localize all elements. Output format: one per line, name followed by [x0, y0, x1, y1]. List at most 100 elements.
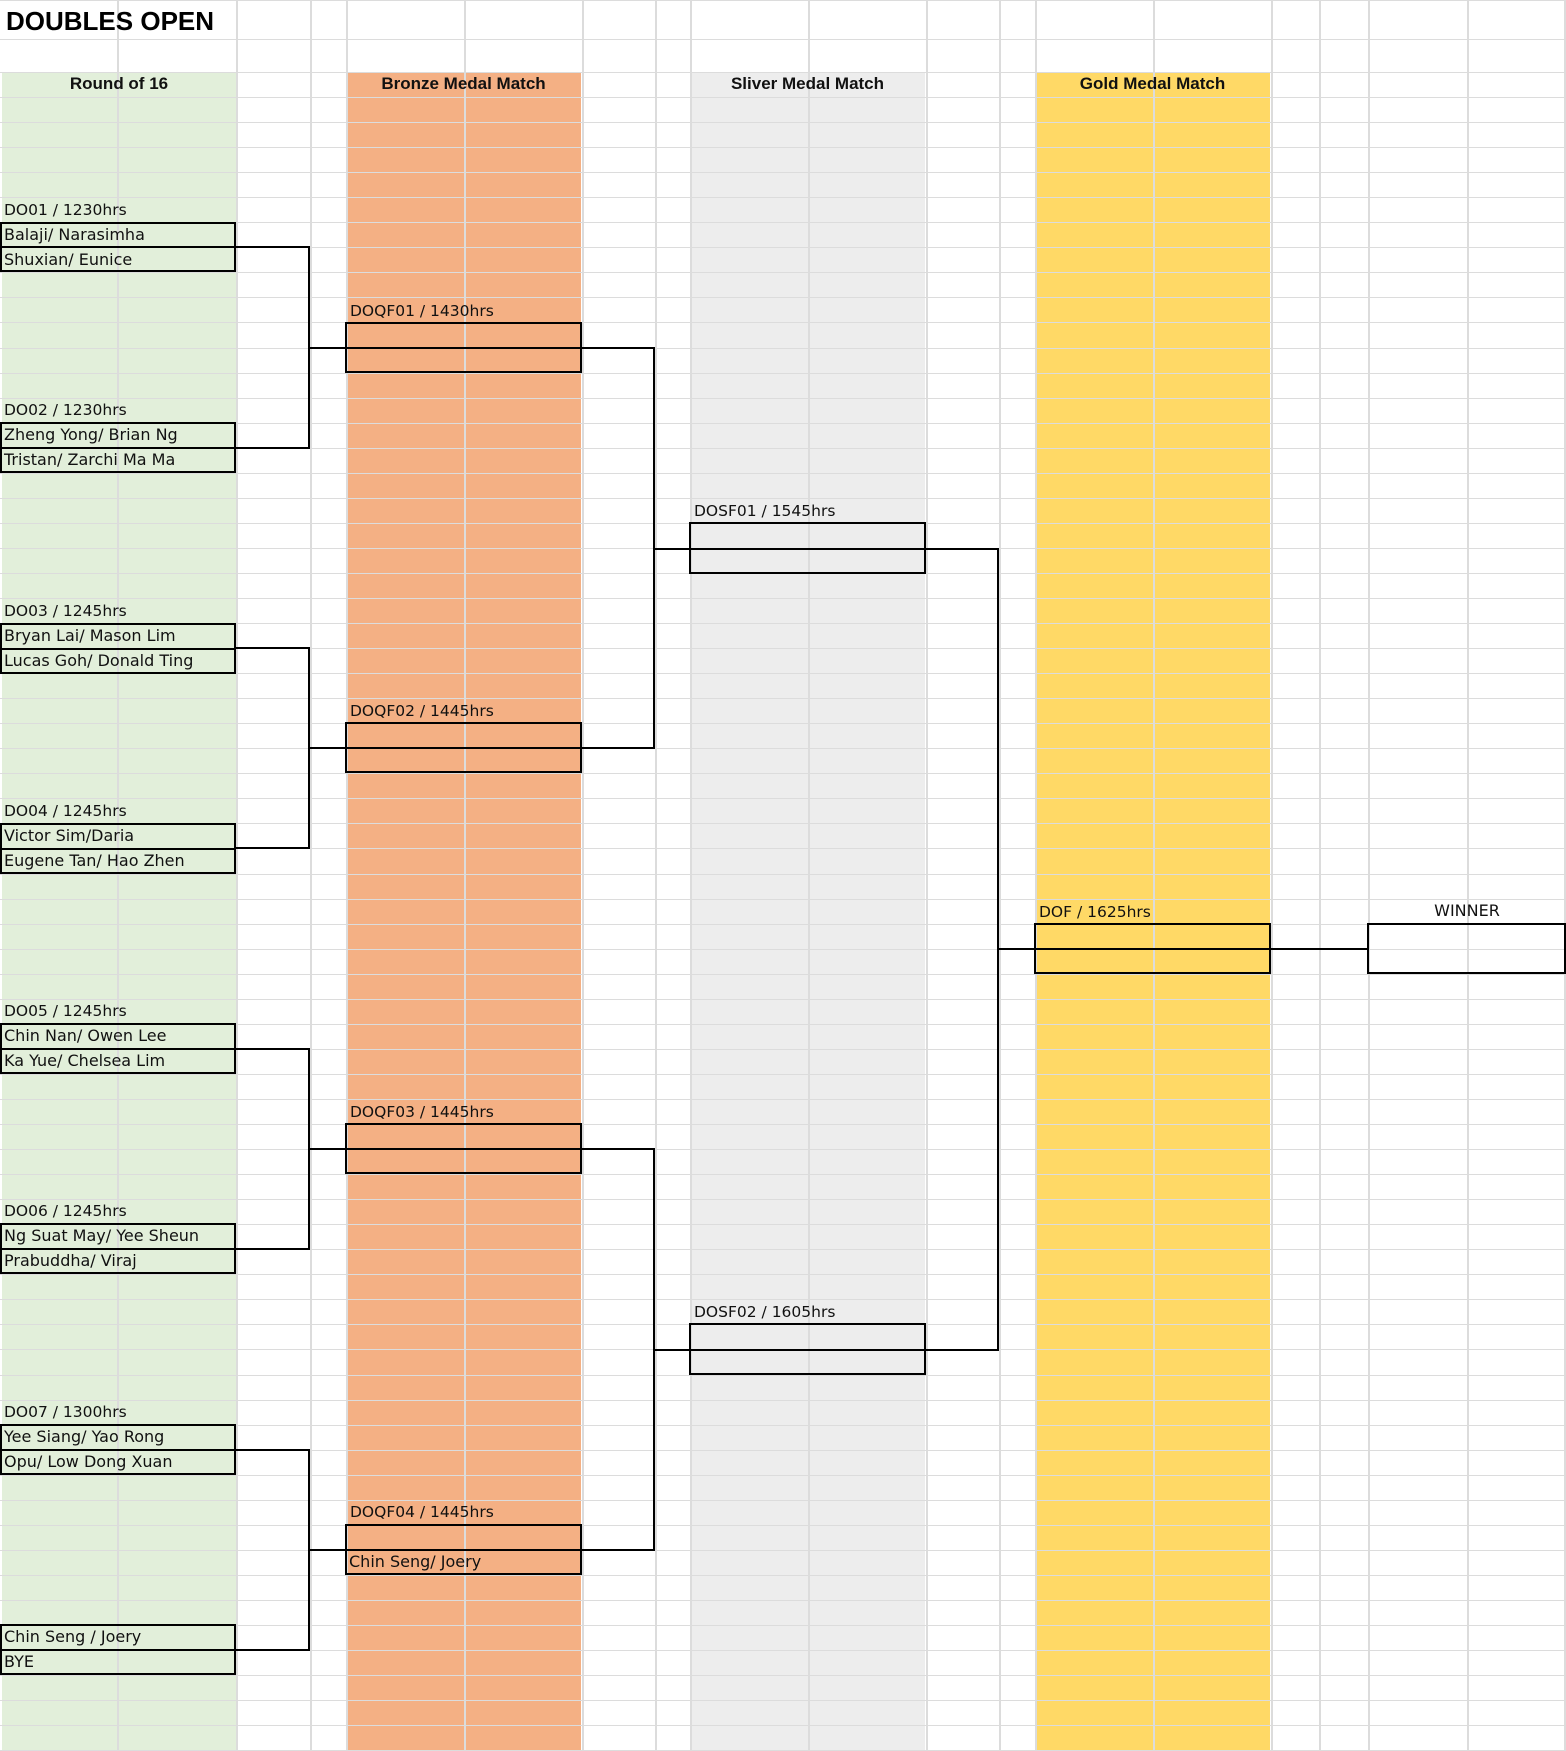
team-name[interactable]: Prabuddha/ Viraj: [4, 1251, 137, 1270]
grid-row-line: [0, 673, 1566, 674]
grid-row-line: [0, 1249, 1566, 1250]
grid-row-line: [0, 1375, 1566, 1376]
winner-cell[interactable]: [1367, 923, 1566, 974]
grid-row-line: [0, 373, 1566, 374]
box-divider: [345, 1549, 582, 1551]
grid-row-line: [0, 147, 1566, 148]
box-divider: [689, 548, 926, 550]
team-name[interactable]: Chin Seng/ Joery: [349, 1552, 482, 1571]
grid-row-line: [0, 197, 1566, 198]
box-divider: [345, 1148, 582, 1150]
grid-row-line: [0, 974, 1566, 975]
grid-column-line: [999, 0, 1001, 1751]
bracket-connector: [582, 1549, 655, 1551]
grid-row-line: [0, 1400, 1566, 1401]
team-name[interactable]: Opu/ Low Dong Xuan: [4, 1452, 173, 1471]
grid-row-line: [0, 1600, 1566, 1601]
team-name[interactable]: Balaji/ Narasimha: [4, 225, 145, 244]
bracket-connector: [236, 246, 310, 248]
grid-row-line: [0, 1425, 1566, 1426]
match-label: DOSF01 / 1545hrs: [694, 502, 836, 520]
grid-row-line: [0, 949, 1566, 950]
team-name[interactable]: Ka Yue/ Chelsea Lim: [4, 1051, 166, 1070]
match-label: DOSF02 / 1605hrs: [694, 1303, 836, 1321]
grid-row-line: [0, 924, 1566, 925]
bracket-connector: [308, 1549, 346, 1551]
gold-header: Gold Medal Match: [1079, 74, 1226, 93]
grid-column-line: [310, 0, 312, 1751]
team-name[interactable]: Chin Nan/ Owen Lee: [4, 1026, 167, 1045]
bracket-connector: [926, 1349, 999, 1351]
grid-row-line: [0, 297, 1566, 298]
grid-row-line: [0, 1124, 1566, 1125]
box-divider: [0, 648, 236, 650]
grid-row-line: [0, 423, 1566, 424]
grid-column-line: [1319, 0, 1321, 1751]
grid-row-line: [0, 823, 1566, 824]
team-name[interactable]: Victor Sim/Daria: [4, 826, 135, 845]
silver-band: [690, 72, 925, 1751]
bracket-connector: [653, 1349, 690, 1351]
gold-band: [1035, 72, 1270, 1751]
box-divider: [0, 246, 236, 248]
silver-header: Sliver Medal Match: [730, 74, 885, 93]
grid-row-line: [0, 1675, 1566, 1676]
match-label: DO06 / 1245hrs: [4, 1202, 127, 1220]
winner-label: WINNER: [1434, 901, 1500, 920]
team-name[interactable]: Eugene Tan/ Hao Zhen: [4, 851, 185, 870]
grid-column-line: [1035, 0, 1037, 1751]
grid-row-line: [0, 272, 1566, 273]
grid-column-line: [926, 0, 928, 1751]
bronze-band: [346, 72, 581, 1751]
bracket-connector: [582, 347, 655, 349]
team-name[interactable]: Shuxian/ Eunice: [4, 250, 133, 269]
grid-row-line: [0, 723, 1566, 724]
match-label: DO03 / 1245hrs: [4, 602, 127, 620]
match-label: DOQF01 / 1430hrs: [350, 302, 494, 320]
bracket-connector: [653, 548, 690, 550]
grid-row-line: [0, 773, 1566, 774]
grid-column-line: [1153, 0, 1155, 1751]
grid-row-line: [0, 1500, 1566, 1501]
bracket-connector: [582, 1148, 655, 1150]
bracket-connector: [582, 747, 655, 749]
grid-row-line: [0, 899, 1566, 900]
match-label: DOF / 1625hrs: [1039, 903, 1151, 921]
grid-column-line: [1368, 0, 1370, 1751]
grid-row-line: [0, 473, 1566, 474]
team-name[interactable]: Bryan Lai/ Mason Lim: [4, 626, 176, 645]
team-name[interactable]: Yee Siang/ Yao Rong: [4, 1427, 165, 1446]
grid-column-line: [464, 0, 466, 1751]
bracket-connector: [236, 1048, 310, 1050]
grid-row-line: [0, 222, 1566, 223]
box-divider: [689, 1349, 926, 1351]
match-label: DOQF04 / 1445hrs: [350, 1503, 494, 1521]
bracket-connector: [236, 1649, 310, 1651]
team-name[interactable]: Lucas Goh/ Donald Ting: [4, 651, 194, 670]
grid-column-line: [582, 0, 584, 1751]
bronze-header: Bronze Medal Match: [381, 74, 546, 93]
box-divider: [0, 1649, 236, 1651]
grid-row-line: [0, 1049, 1566, 1050]
team-name[interactable]: Tristan/ Zarchi Ma Ma: [4, 450, 176, 469]
grid-row-line: [0, 322, 1566, 323]
grid-row-line: [0, 874, 1566, 875]
grid-row-line: [0, 172, 1566, 173]
bracket-connector: [1271, 948, 1368, 950]
box-divider: [345, 747, 582, 749]
box-divider: [0, 1248, 236, 1250]
box-divider: [0, 1449, 236, 1451]
grid-row-line: [0, 1700, 1566, 1701]
bracket-connector: [236, 1248, 310, 1250]
grid-row-line: [0, 1274, 1566, 1275]
grid-row-line: [0, 1450, 1566, 1451]
grid-row-line: [0, 448, 1566, 449]
team-name[interactable]: BYE: [4, 1652, 34, 1671]
team-name[interactable]: Zheng Yong/ Brian Ng: [4, 425, 178, 444]
team-name[interactable]: Ng Suat May/ Yee Sheun: [4, 1226, 200, 1245]
round16-band: [2, 72, 236, 1751]
grid-row-line: [0, 1575, 1566, 1576]
grid-row-line: [0, 1074, 1566, 1075]
bracket-connector: [308, 1148, 346, 1150]
team-name[interactable]: Chin Seng / Joery: [4, 1627, 142, 1646]
